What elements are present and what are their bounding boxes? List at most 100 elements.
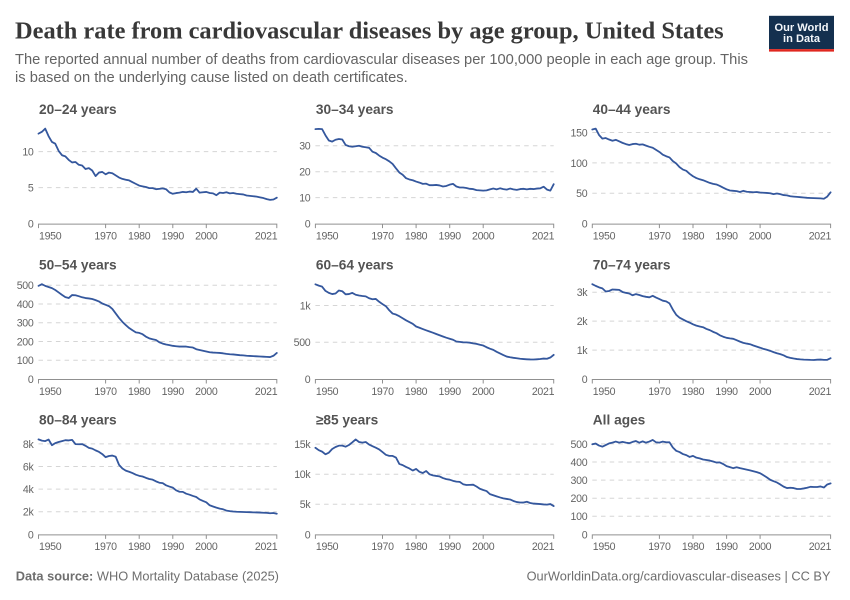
svg-text:50–54 years: 50–54 years bbox=[39, 257, 117, 272]
svg-text:50: 50 bbox=[576, 188, 588, 200]
svg-text:0: 0 bbox=[28, 374, 34, 386]
svg-text:2000: 2000 bbox=[749, 386, 772, 398]
svg-text:0: 0 bbox=[305, 219, 311, 231]
svg-text:1990: 1990 bbox=[715, 230, 738, 242]
svg-text:2k: 2k bbox=[23, 507, 35, 519]
svg-text:20–24 years: 20–24 years bbox=[39, 102, 117, 117]
svg-text:2000: 2000 bbox=[749, 541, 772, 553]
svg-text:1980: 1980 bbox=[682, 230, 705, 242]
svg-text:3k: 3k bbox=[577, 287, 589, 299]
svg-text:2000: 2000 bbox=[472, 541, 495, 553]
svg-text:1970: 1970 bbox=[371, 541, 394, 553]
svg-text:30: 30 bbox=[299, 141, 311, 153]
svg-text:1970: 1970 bbox=[371, 230, 394, 242]
svg-text:100: 100 bbox=[571, 158, 588, 170]
svg-text:400: 400 bbox=[571, 457, 588, 469]
svg-text:2021: 2021 bbox=[255, 541, 278, 553]
svg-text:0: 0 bbox=[305, 529, 311, 541]
svg-text:1950: 1950 bbox=[39, 541, 62, 553]
svg-text:The reported annual number of: The reported annual number of deaths fro… bbox=[15, 52, 748, 68]
svg-text:1950: 1950 bbox=[39, 386, 62, 398]
svg-text:All ages: All ages bbox=[593, 413, 646, 428]
svg-text:8k: 8k bbox=[23, 439, 35, 451]
svg-text:1970: 1970 bbox=[94, 541, 117, 553]
svg-text:10: 10 bbox=[299, 193, 311, 205]
svg-text:1990: 1990 bbox=[439, 230, 462, 242]
svg-text:1k: 1k bbox=[300, 300, 312, 312]
svg-text:1990: 1990 bbox=[715, 386, 738, 398]
svg-text:Death rate from cardiovascular: Death rate from cardiovascular diseases … bbox=[15, 18, 724, 45]
svg-text:15k: 15k bbox=[294, 439, 311, 451]
svg-text:5k: 5k bbox=[300, 499, 312, 511]
svg-text:1970: 1970 bbox=[94, 386, 117, 398]
svg-text:1980: 1980 bbox=[405, 541, 428, 553]
svg-text:1970: 1970 bbox=[94, 230, 117, 242]
svg-text:100: 100 bbox=[571, 511, 588, 523]
svg-text:2000: 2000 bbox=[195, 230, 218, 242]
svg-text:1990: 1990 bbox=[162, 230, 185, 242]
svg-text:2k: 2k bbox=[577, 316, 589, 328]
svg-text:1950: 1950 bbox=[593, 386, 616, 398]
svg-text:2021: 2021 bbox=[809, 230, 832, 242]
svg-text:2021: 2021 bbox=[532, 386, 555, 398]
svg-text:1980: 1980 bbox=[405, 386, 428, 398]
svg-text:1990: 1990 bbox=[162, 386, 185, 398]
svg-text:500: 500 bbox=[294, 337, 311, 349]
svg-text:1950: 1950 bbox=[593, 230, 616, 242]
svg-text:1970: 1970 bbox=[648, 230, 671, 242]
svg-text:4k: 4k bbox=[23, 484, 35, 496]
svg-text:1950: 1950 bbox=[593, 541, 616, 553]
svg-text:500: 500 bbox=[17, 280, 34, 292]
svg-text:1990: 1990 bbox=[715, 541, 738, 553]
svg-text:2000: 2000 bbox=[195, 386, 218, 398]
svg-text:10: 10 bbox=[22, 147, 34, 159]
svg-text:1970: 1970 bbox=[648, 386, 671, 398]
svg-text:20: 20 bbox=[299, 167, 311, 179]
svg-text:0: 0 bbox=[28, 219, 34, 231]
svg-text:1980: 1980 bbox=[405, 230, 428, 242]
svg-text:1970: 1970 bbox=[371, 386, 394, 398]
svg-text:200: 200 bbox=[17, 336, 34, 348]
svg-text:0: 0 bbox=[28, 529, 34, 541]
svg-text:300: 300 bbox=[571, 475, 588, 487]
svg-text:1950: 1950 bbox=[316, 386, 339, 398]
svg-text:5: 5 bbox=[28, 183, 34, 195]
svg-text:30–34 years: 30–34 years bbox=[316, 102, 394, 117]
svg-text:2021: 2021 bbox=[532, 230, 555, 242]
svg-text:1980: 1980 bbox=[682, 541, 705, 553]
svg-text:0: 0 bbox=[582, 219, 588, 231]
svg-text:150: 150 bbox=[571, 127, 588, 139]
svg-text:40–44 years: 40–44 years bbox=[593, 102, 671, 117]
svg-text:1980: 1980 bbox=[128, 386, 151, 398]
svg-text:100: 100 bbox=[17, 355, 34, 367]
svg-text:70–74 years: 70–74 years bbox=[593, 257, 671, 272]
svg-text:1980: 1980 bbox=[682, 386, 705, 398]
svg-text:2000: 2000 bbox=[195, 541, 218, 553]
svg-text:2021: 2021 bbox=[255, 386, 278, 398]
svg-text:1950: 1950 bbox=[39, 230, 62, 242]
svg-text:2000: 2000 bbox=[749, 230, 772, 242]
svg-text:1980: 1980 bbox=[128, 541, 151, 553]
svg-text:1950: 1950 bbox=[316, 230, 339, 242]
svg-text:is based on the underlying cau: is based on the underlying cause listed … bbox=[15, 70, 408, 86]
svg-text:0: 0 bbox=[305, 374, 311, 386]
svg-text:60–64 years: 60–64 years bbox=[316, 257, 394, 272]
svg-text:2000: 2000 bbox=[472, 230, 495, 242]
svg-text:OurWorldinData.org/cardiovascu: OurWorldinData.org/cardiovascular-diseas… bbox=[527, 569, 831, 584]
svg-text:6k: 6k bbox=[23, 461, 35, 473]
svg-text:1970: 1970 bbox=[648, 541, 671, 553]
svg-text:80–84 years: 80–84 years bbox=[39, 413, 117, 428]
svg-text:1990: 1990 bbox=[439, 541, 462, 553]
svg-text:1k: 1k bbox=[577, 345, 589, 357]
svg-text:1980: 1980 bbox=[128, 230, 151, 242]
svg-text:2021: 2021 bbox=[532, 541, 555, 553]
svg-text:1950: 1950 bbox=[316, 541, 339, 553]
svg-text:in Data: in Data bbox=[783, 33, 821, 45]
svg-text:2021: 2021 bbox=[255, 230, 278, 242]
svg-text:10k: 10k bbox=[294, 469, 311, 481]
svg-text:Our World: Our World bbox=[774, 22, 828, 34]
svg-text:200: 200 bbox=[571, 493, 588, 505]
svg-text:400: 400 bbox=[17, 299, 34, 311]
svg-text:2000: 2000 bbox=[472, 386, 495, 398]
svg-text:1990: 1990 bbox=[439, 386, 462, 398]
